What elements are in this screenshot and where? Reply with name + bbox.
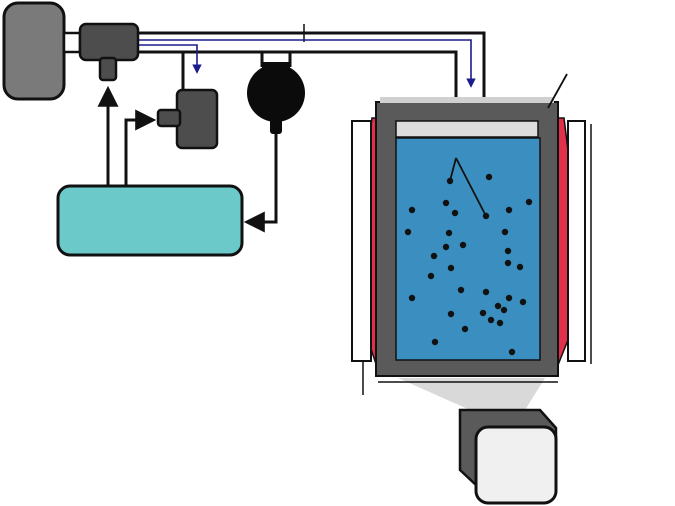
particle: [442, 243, 450, 251]
particle: [519, 298, 527, 306]
particle: [482, 288, 490, 296]
particle: [445, 229, 453, 237]
particle: [501, 228, 509, 236]
particle: [447, 264, 455, 272]
flow-lines: [138, 39, 476, 88]
particle: [505, 206, 513, 214]
particle: [504, 259, 512, 267]
indicator-line: [449, 157, 487, 217]
particle: [447, 310, 455, 318]
particle: [430, 252, 438, 260]
particle: [408, 206, 416, 214]
reservoir: [56, 184, 244, 257]
particle: [457, 286, 465, 294]
particle: [451, 209, 459, 217]
piping: [138, 24, 486, 101]
particle: [427, 272, 435, 280]
particle: [459, 241, 467, 249]
particle: [500, 306, 508, 314]
particle: [487, 316, 495, 324]
particle: [516, 263, 524, 271]
particles: [404, 173, 533, 356]
particle: [496, 319, 504, 327]
left-plate: [351, 120, 372, 362]
particle: [508, 348, 516, 356]
return-lines: [97, 85, 278, 233]
particle: [442, 199, 450, 207]
particle: [494, 302, 502, 310]
particle: [404, 228, 412, 236]
pump-side-icon: [156, 88, 219, 150]
particle: [479, 309, 487, 317]
particle: [485, 173, 493, 181]
particle: [408, 294, 416, 302]
fluid-region: [395, 137, 541, 361]
particle: [431, 338, 439, 346]
sensor-icon: [247, 62, 305, 134]
chamber-top-strip: [395, 120, 539, 138]
particle: [461, 325, 469, 333]
pump-top-icon: [78, 22, 140, 82]
particle: [505, 294, 513, 302]
chamber: [367, 73, 569, 383]
right-plate: [567, 120, 586, 362]
particle: [504, 247, 512, 255]
motor-shaft: [62, 31, 82, 54]
motor-icon: [2, 1, 66, 101]
light-cone: [398, 378, 545, 410]
particle: [525, 198, 533, 206]
camera-icon: [458, 408, 558, 505]
chamber-top-shade: [380, 97, 554, 103]
leader-line: [547, 73, 568, 109]
